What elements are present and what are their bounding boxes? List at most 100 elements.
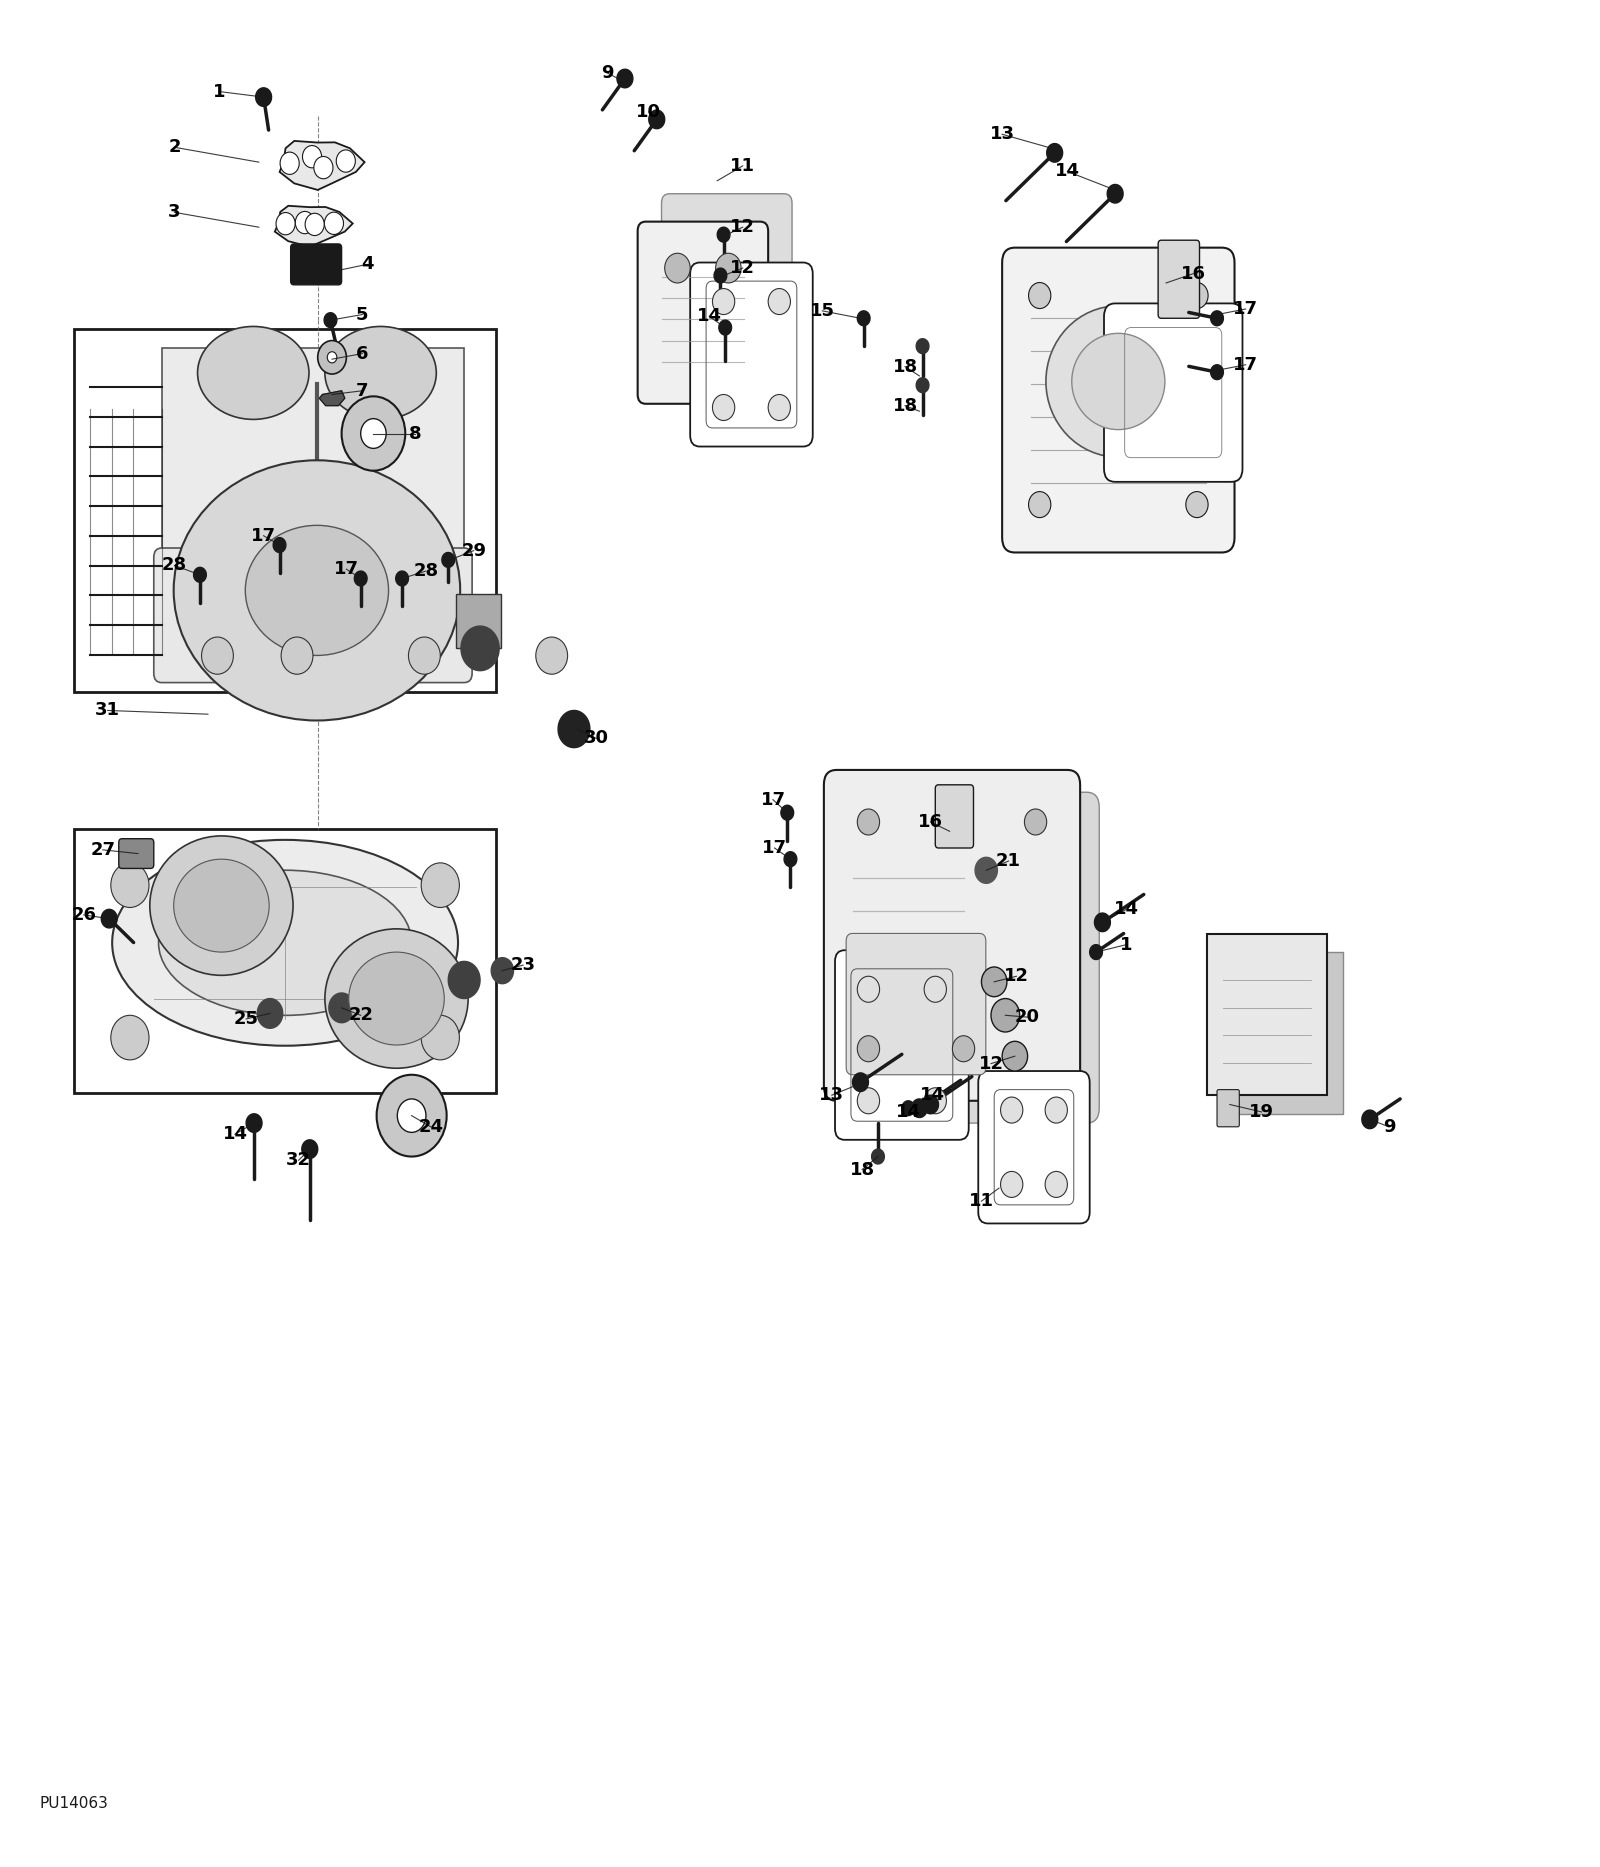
Circle shape [314,157,333,179]
Circle shape [1024,808,1046,835]
Polygon shape [917,377,930,392]
Text: 5: 5 [357,306,368,323]
Text: 18: 18 [893,396,918,414]
Polygon shape [714,269,726,284]
Text: PU14063: PU14063 [38,1796,109,1811]
FancyBboxPatch shape [843,792,1099,1124]
Text: 7: 7 [357,381,368,400]
Text: 6: 6 [357,345,368,362]
Polygon shape [246,1115,262,1133]
Circle shape [712,289,734,314]
Polygon shape [101,909,117,928]
Polygon shape [781,805,794,820]
Text: 13: 13 [819,1087,845,1103]
Text: 17: 17 [334,560,358,579]
Circle shape [421,1016,459,1060]
Circle shape [858,1088,880,1115]
Polygon shape [302,1141,318,1158]
Circle shape [318,340,346,373]
FancyBboxPatch shape [846,934,986,1075]
Text: 12: 12 [730,260,755,276]
Polygon shape [461,625,499,670]
Ellipse shape [112,840,458,1046]
Circle shape [664,254,690,284]
Circle shape [925,1088,947,1115]
Polygon shape [558,711,590,747]
Text: 17: 17 [251,526,277,545]
Circle shape [306,213,325,235]
Circle shape [858,1036,880,1062]
Circle shape [536,637,568,674]
FancyBboxPatch shape [118,838,154,868]
Ellipse shape [325,930,469,1068]
Polygon shape [650,110,664,129]
Text: 13: 13 [990,125,1014,144]
Polygon shape [274,538,286,553]
Text: 8: 8 [408,424,421,442]
Polygon shape [618,69,634,88]
Ellipse shape [174,859,269,952]
Circle shape [1045,1098,1067,1124]
Polygon shape [256,88,272,106]
FancyBboxPatch shape [835,950,968,1141]
FancyBboxPatch shape [1002,248,1235,553]
Circle shape [1000,1171,1022,1197]
Circle shape [768,394,790,420]
Text: 1: 1 [213,82,226,101]
Polygon shape [1107,185,1123,204]
Circle shape [768,289,790,314]
Text: 22: 22 [349,1006,373,1025]
FancyBboxPatch shape [824,769,1080,1102]
Text: 14: 14 [1054,162,1080,181]
Text: 31: 31 [94,702,120,719]
Circle shape [282,637,314,674]
Polygon shape [912,1100,928,1118]
Text: 2: 2 [168,138,181,157]
Polygon shape [858,310,870,325]
Polygon shape [442,553,454,568]
Circle shape [990,999,1019,1032]
FancyBboxPatch shape [1218,1090,1240,1128]
Polygon shape [280,140,365,190]
Circle shape [925,976,947,1003]
Text: 1: 1 [1120,935,1133,954]
Polygon shape [1046,144,1062,162]
Circle shape [302,146,322,168]
Polygon shape [1094,913,1110,932]
Text: 26: 26 [72,905,96,924]
Polygon shape [330,993,354,1023]
Text: 18: 18 [893,358,918,375]
Text: 11: 11 [730,157,755,175]
Text: 21: 21 [997,851,1021,870]
FancyBboxPatch shape [690,263,813,446]
FancyBboxPatch shape [978,1072,1090,1223]
Text: 14: 14 [1114,900,1139,919]
Text: 23: 23 [510,956,536,975]
Ellipse shape [174,461,461,721]
Polygon shape [448,962,480,999]
Text: 28: 28 [162,556,187,575]
Polygon shape [395,571,408,586]
Polygon shape [1211,364,1224,379]
Circle shape [1045,1171,1067,1197]
Ellipse shape [150,836,293,975]
Bar [74,329,496,693]
Text: 14: 14 [896,1103,920,1120]
Polygon shape [974,857,997,883]
Text: 18: 18 [850,1161,875,1178]
Text: 14: 14 [696,308,722,325]
Ellipse shape [1072,334,1165,429]
Circle shape [952,1036,974,1062]
Text: 24: 24 [418,1118,443,1135]
FancyBboxPatch shape [661,194,792,375]
Circle shape [981,967,1006,997]
Circle shape [110,863,149,907]
Text: 15: 15 [810,302,835,319]
Text: 17: 17 [762,838,787,857]
Ellipse shape [325,327,437,420]
Text: 10: 10 [637,103,661,121]
Circle shape [408,637,440,674]
Circle shape [858,976,880,1003]
Polygon shape [872,1148,885,1163]
Text: 12: 12 [979,1055,1003,1074]
